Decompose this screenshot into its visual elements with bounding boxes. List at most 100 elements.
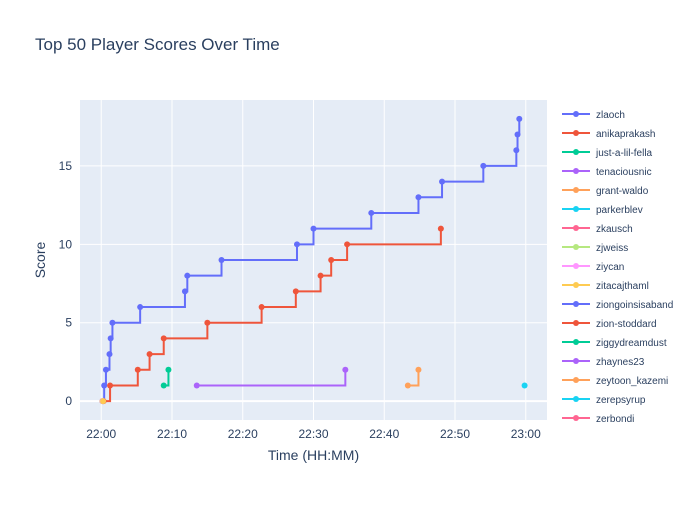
legend-item: zkausch <box>562 224 633 235</box>
data-point <box>106 351 113 358</box>
data-point <box>107 382 114 389</box>
legend-swatch-marker <box>573 301 579 307</box>
data-point <box>342 366 349 373</box>
data-point <box>146 351 153 358</box>
data-point <box>480 162 487 169</box>
series-line <box>196 369 347 387</box>
data-point <box>514 131 521 138</box>
legend-item: zerepsyrup <box>562 395 646 406</box>
axis-layer: 22:00 22:10 22:20 22:30 22:40 22:50 23:00 0 5 10 1… <box>59 159 541 441</box>
legend-item: tenaciousnic <box>562 167 652 178</box>
legend-swatch-marker <box>573 168 579 174</box>
legend-swatch-marker <box>573 244 579 250</box>
series-tenaciousnic <box>193 366 349 389</box>
data-point <box>258 304 265 311</box>
series-line <box>103 228 442 403</box>
legend-label: parkerblev <box>596 205 643 216</box>
legend-label: ziongoinsisaband <box>596 300 673 311</box>
y-axis-title: Score <box>32 242 48 279</box>
legend-label: zion-stoddard <box>596 319 657 330</box>
series-grant-waldo <box>404 366 422 389</box>
data-point <box>102 366 109 373</box>
legend-item: zlaoch <box>562 110 625 121</box>
series-layer <box>99 115 528 405</box>
legend-label: zlaoch <box>596 110 625 121</box>
legend-swatch-marker <box>573 149 579 155</box>
series-line <box>407 369 420 387</box>
legend-item: ziongoinsisaband <box>562 300 673 311</box>
data-point <box>165 366 172 373</box>
data-point <box>160 382 167 389</box>
series-parkerblev <box>521 382 528 389</box>
data-point <box>100 398 107 405</box>
data-point <box>344 241 351 248</box>
legend-label: zerepsyrup <box>596 395 646 406</box>
legend-label: anikaprakash <box>596 129 655 140</box>
data-point <box>101 382 108 389</box>
legend-swatch-marker <box>573 130 579 136</box>
data-point <box>184 272 191 279</box>
data-point <box>368 209 375 216</box>
data-point <box>181 288 188 295</box>
legend-label: zerbondi <box>596 414 634 425</box>
data-point <box>328 257 335 263</box>
legend-label: tenaciousnic <box>596 167 652 178</box>
legend-swatch-marker <box>573 415 579 421</box>
chart-title: Top 50 Player Scores Over Time <box>35 35 280 54</box>
legend-swatch-marker <box>573 320 579 326</box>
data-point <box>204 319 211 326</box>
data-point <box>415 194 422 201</box>
y-tick-label: 15 <box>59 159 73 173</box>
series-anikaprakash <box>100 225 444 405</box>
data-point <box>516 115 523 122</box>
x-tick-label: 22:40 <box>369 427 399 441</box>
x-tick-label: 22:10 <box>157 427 187 441</box>
series-zlaoch <box>99 115 523 405</box>
legend-item: zhaynes23 <box>562 357 645 368</box>
x-tick-label: 22:00 <box>86 427 116 441</box>
y-tick-label: 5 <box>65 316 72 330</box>
y-tick-label: 10 <box>59 237 73 251</box>
data-point <box>134 366 141 373</box>
legend-item: zion-stoddard <box>562 319 657 330</box>
legend-swatch-marker <box>573 396 579 402</box>
x-axis-title: Time (HH:MM) <box>268 447 359 463</box>
data-point <box>439 178 446 185</box>
data-point <box>415 366 422 373</box>
legend-item: zerbondi <box>562 414 634 425</box>
data-point <box>317 272 324 279</box>
series-zitacajthaml <box>100 398 107 405</box>
legend-item: ziycan <box>562 262 624 273</box>
legend-swatch-marker <box>573 358 579 364</box>
data-point <box>404 382 411 389</box>
legend-item: anikaprakash <box>562 129 655 140</box>
legend-item: grant-waldo <box>562 186 649 197</box>
legend-label: ziggydreamdust <box>596 338 667 349</box>
data-point <box>193 382 200 389</box>
legend-label: zitacajthaml <box>596 281 649 292</box>
data-point <box>521 382 528 389</box>
legend-item: ziggydreamdust <box>562 338 667 349</box>
legend-swatch-marker <box>573 377 579 383</box>
legend-swatch-marker <box>573 111 579 117</box>
legend-swatch-marker <box>573 263 579 269</box>
x-tick-label: 22:30 <box>298 427 328 441</box>
legend-swatch-marker <box>573 225 579 231</box>
legend-item: parkerblev <box>562 205 643 216</box>
data-point <box>218 257 225 263</box>
data-point <box>437 225 444 232</box>
legend-label: grant-waldo <box>596 186 649 197</box>
x-tick-label: 22:50 <box>440 427 470 441</box>
legend-swatch-marker <box>573 339 579 345</box>
legend-label: ziycan <box>596 262 624 273</box>
legend-label: just-a-lil-fella <box>595 148 653 159</box>
legend-swatch-marker <box>573 206 579 212</box>
legend: zlaoch anikaprakash just-a-lil-fella tenaci… <box>562 110 673 425</box>
legend-item: zjweiss <box>562 243 628 254</box>
data-point <box>160 335 167 342</box>
x-tick-label: 22:20 <box>228 427 258 441</box>
legend-item: just-a-lil-fella <box>562 148 653 159</box>
series-just-a-lil-fella <box>160 366 172 389</box>
